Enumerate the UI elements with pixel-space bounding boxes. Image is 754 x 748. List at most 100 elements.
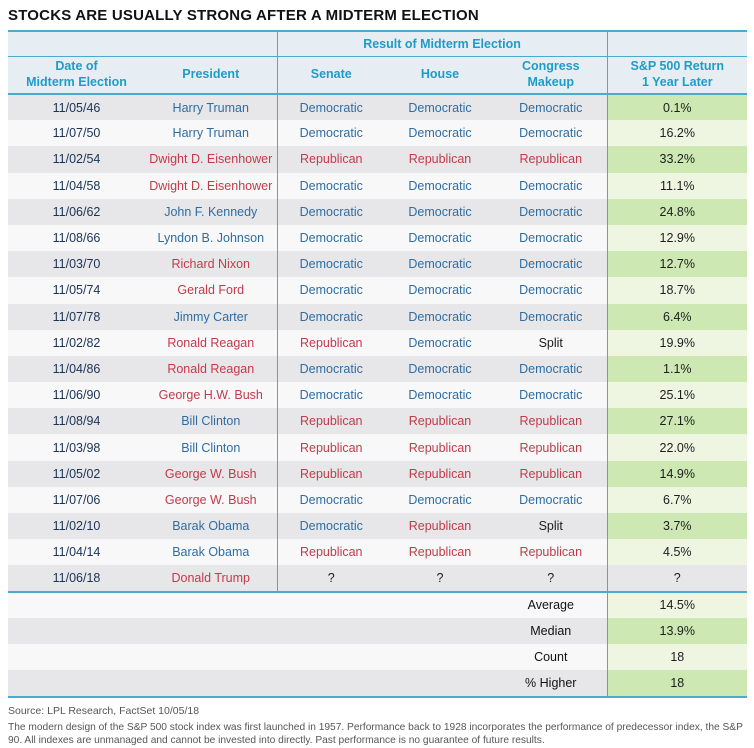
date-cell: 11/07/78	[52, 309, 101, 324]
summary-value: 14.5%	[606, 590, 748, 618]
date-cell: 11/05/46	[52, 100, 101, 115]
senate-cell: Republican	[276, 408, 385, 435]
congress-makeup-cell: Democratic	[519, 361, 583, 376]
president-cell: Richard Nixon	[171, 257, 250, 272]
president-cell: Lyndon B. Johnson	[157, 231, 265, 246]
date-cell: 11/05/02	[52, 466, 101, 481]
house-cell: Republican	[408, 152, 472, 167]
disclaimer-note: The modern design of the S&P 500 stock i…	[8, 721, 743, 747]
date-cell: 11/03/98	[52, 440, 101, 455]
return-cell: 3.7%	[606, 513, 748, 540]
table-row: 11/07/50 Harry Truman Democratic Democra…	[8, 120, 748, 147]
senate-cell: Republican	[276, 329, 385, 356]
summary-row: Average 14.5%	[8, 590, 748, 618]
summary-value: 18	[606, 644, 748, 671]
president-cell: Harry Truman	[172, 126, 249, 141]
date-cell: 11/07/06	[52, 492, 101, 507]
president-cell: George H.W. Bush	[158, 388, 263, 403]
return-cell: 12.7%	[606, 251, 748, 278]
house-cell: Democratic	[408, 361, 472, 376]
senate-cell: Democratic	[276, 486, 385, 513]
date-cell: 11/08/66	[52, 231, 101, 246]
senate-cell: Republican	[276, 434, 385, 461]
return-cell: 18.7%	[606, 277, 748, 304]
president-cell: Barak Obama	[172, 545, 250, 560]
chart-title: STOCKS ARE USUALLY STRONG AFTER A MIDTER…	[8, 7, 479, 24]
date-cell: 11/02/54	[52, 152, 101, 167]
table-row: 11/07/06 George W. Bush Democratic Democ…	[8, 486, 748, 513]
date-cell: 11/08/94	[52, 414, 101, 429]
house-cell: Republican	[408, 414, 472, 429]
president-cell: Bill Clinton	[181, 414, 241, 429]
president-cell: Barak Obama	[172, 519, 250, 534]
return-cell: 0.1%	[606, 94, 748, 121]
return-cell: 4.5%	[606, 539, 748, 566]
house-cell: Democratic	[408, 257, 472, 272]
house-cell: Democratic	[408, 126, 472, 141]
date-cell: 11/05/74	[52, 283, 101, 298]
senate-cell: Republican	[276, 460, 385, 487]
congress-makeup-cell: Republican	[519, 545, 583, 560]
senate-cell: Republican	[276, 146, 385, 173]
congress-makeup-cell: Republican	[519, 466, 583, 481]
table-row: 11/04/14 Barak Obama Republican Republic…	[8, 539, 748, 566]
senate-cell: Democratic	[276, 382, 385, 409]
table-row: 11/08/66 Lyndon B. Johnson Democratic De…	[8, 224, 748, 252]
date-cell: 11/06/18	[52, 570, 101, 585]
summary-label: % Higher	[525, 676, 577, 691]
congress-makeup-cell: Democratic	[519, 126, 583, 141]
table-row: 11/06/90 George H.W. Bush Democratic Dem…	[8, 382, 748, 409]
summary-spacer	[8, 618, 495, 644]
house-cell: Democratic	[408, 335, 472, 350]
senate-cell: Democratic	[276, 355, 385, 383]
summary-spacer	[8, 670, 495, 696]
return-cell: 27.1%	[606, 408, 748, 435]
table-row: 11/06/62 John F. Kennedy Democratic Demo…	[8, 198, 748, 225]
congress-makeup-cell: ?	[547, 570, 555, 585]
table-row: 11/02/82 Ronald Reagan Republican Democr…	[8, 329, 748, 356]
group-header-spacer-right	[607, 31, 748, 57]
congress-makeup-cell: Democratic	[519, 231, 583, 246]
column-header-row: Date of Midterm Election President Senat…	[8, 56, 748, 95]
col-header-senate: Senate	[276, 56, 385, 95]
return-cell: 16.2%	[606, 120, 748, 147]
house-cell: Republican	[408, 440, 472, 455]
congress-makeup-cell: Democratic	[519, 178, 583, 193]
president-cell: Ronald Reagan	[167, 361, 255, 376]
senate-cell: Democratic	[276, 120, 385, 147]
table-row: 11/08/94 Bill Clinton Republican Republi…	[8, 408, 748, 435]
midterm-table: Result of Midterm Election Date of Midte…	[8, 30, 748, 698]
congress-makeup-cell: Democratic	[519, 309, 583, 324]
group-header: Result of Midterm Election	[276, 31, 608, 57]
congress-makeup-cell: Democratic	[519, 257, 583, 272]
return-cell: 24.8%	[606, 198, 748, 225]
return-cell: 6.4%	[606, 303, 748, 330]
return-cell: 12.9%	[606, 224, 748, 252]
house-cell: Republican	[408, 545, 472, 560]
date-cell: 11/03/70	[52, 257, 101, 272]
return-cell: 11.1%	[606, 172, 748, 199]
table-row: 11/05/46 Harry Truman Democratic Democra…	[8, 94, 748, 121]
table-row: 11/06/18 Donald Trump ? ? ? ?	[8, 565, 748, 592]
source-note: Source: LPL Research, FactSet 10/05/18	[8, 704, 200, 717]
return-cell: 22.0%	[606, 434, 748, 461]
col-header-president: President	[145, 56, 277, 95]
senate-cell: Republican	[276, 539, 385, 566]
house-cell: Democratic	[408, 178, 472, 193]
house-cell: Democratic	[408, 231, 472, 246]
summary-body: Average 14.5% Median 13.9% Count 18	[8, 590, 748, 697]
president-cell: George W. Bush	[164, 466, 257, 481]
table-row: 11/02/54 Dwight D. Eisenhower Republican…	[8, 146, 748, 173]
summary-value: 13.9%	[606, 617, 748, 645]
house-cell: Republican	[408, 466, 472, 481]
president-cell: Jimmy Carter	[173, 309, 248, 324]
house-cell: ?	[436, 570, 444, 585]
summary-row: % Higher 18	[8, 670, 748, 697]
summary-row: Median 13.9%	[8, 617, 748, 645]
president-cell: Dwight D. Eisenhower	[149, 178, 273, 193]
date-cell: 11/06/62	[52, 204, 101, 219]
table-row: 11/02/10 Barak Obama Democratic Republic…	[8, 513, 748, 540]
date-cell: 11/06/90	[52, 388, 101, 403]
return-cell: 6.7%	[606, 486, 748, 513]
